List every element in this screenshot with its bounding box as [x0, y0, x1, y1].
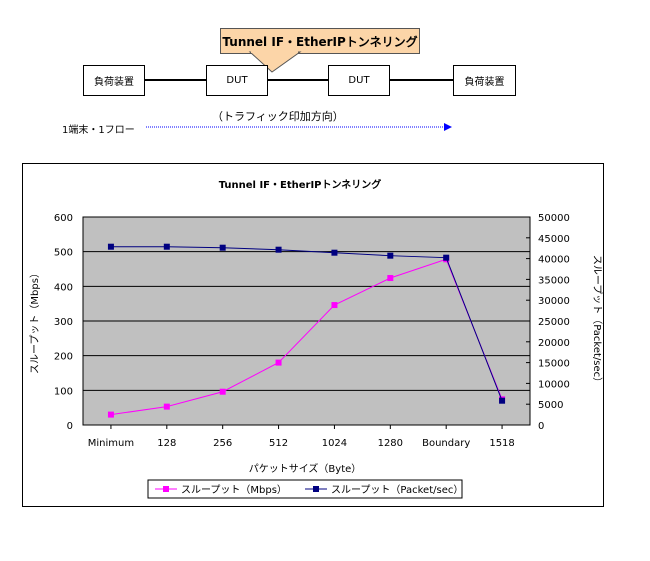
data-point — [443, 254, 450, 261]
data-point — [107, 243, 114, 250]
legend-label: スループット（Packet/sec） — [331, 484, 463, 496]
y2-tick-label: 0 — [538, 421, 544, 432]
y2-axis-label: スループット（Packet/sec） — [591, 255, 603, 387]
y2-tick-label: 25000 — [538, 317, 570, 328]
y-tick-label: 200 — [54, 352, 73, 363]
data-point — [275, 359, 282, 366]
x-tick-label: 1518 — [489, 438, 514, 449]
diagram-lines — [144, 51, 453, 131]
y2-tick-label: 50000 — [538, 213, 570, 224]
y-tick-label: 0 — [67, 421, 73, 432]
series-line-0 — [110, 258, 503, 416]
flow-label: 1端末・1フロー — [62, 125, 135, 136]
x-axis-label: パケットサイズ（Byte） — [249, 462, 362, 475]
y2-tick-label: 30000 — [538, 296, 570, 307]
data-point — [387, 252, 394, 259]
data-point — [387, 275, 394, 282]
legend-marker — [313, 486, 319, 492]
data-point — [163, 243, 170, 250]
data-point — [275, 246, 282, 253]
chart-frame — [22, 163, 604, 507]
data-point — [331, 249, 338, 256]
y-tick-label: 400 — [54, 282, 73, 293]
legend-marker — [163, 486, 169, 492]
data-point — [219, 244, 226, 251]
load-device-right: 負荷装置 — [453, 65, 516, 96]
x-tick-label: 1024 — [322, 438, 347, 449]
data-point — [163, 403, 170, 410]
y-axis-label: スループット（Mbps） — [29, 268, 41, 374]
y2-tick-label: 45000 — [538, 234, 570, 245]
data-point — [499, 397, 506, 404]
data-point — [331, 302, 338, 309]
y2-tick-label: 5000 — [538, 400, 563, 411]
data-point — [219, 388, 226, 395]
data-point — [107, 411, 114, 418]
y-tick-label: 600 — [54, 213, 73, 224]
x-tick-label: Boundary — [422, 438, 470, 449]
dut-1: DUT — [206, 65, 268, 96]
y2-tick-label: 20000 — [538, 338, 570, 349]
chart-title: Tunnel IF・EtherIPトンネリング — [219, 178, 382, 191]
y2-tick-label: 15000 — [538, 359, 570, 370]
y2-tick-label: 10000 — [538, 379, 570, 390]
x-tick-label: 1280 — [378, 438, 403, 449]
y-tick-label: 500 — [54, 248, 73, 259]
traffic-label: （トラフィック印加方向） — [212, 110, 344, 123]
legend-label: スループット（Mbps） — [181, 484, 287, 496]
x-tick-label: Minimum — [88, 438, 134, 449]
y-tick-label: 100 — [54, 386, 73, 397]
series-line-1 — [110, 246, 503, 401]
x-tick-label: 512 — [269, 438, 288, 449]
callout-label: Tunnel IF・EtherIPトンネリング — [220, 28, 420, 54]
x-tick-label: 256 — [213, 438, 232, 449]
y2-tick-label: 40000 — [538, 255, 570, 266]
x-tick-label: 128 — [157, 438, 176, 449]
load-device-left: 負荷装置 — [83, 65, 145, 96]
y-tick-label: 300 — [54, 317, 73, 328]
dut-2: DUT — [328, 65, 390, 96]
y2-tick-label: 35000 — [538, 275, 570, 286]
